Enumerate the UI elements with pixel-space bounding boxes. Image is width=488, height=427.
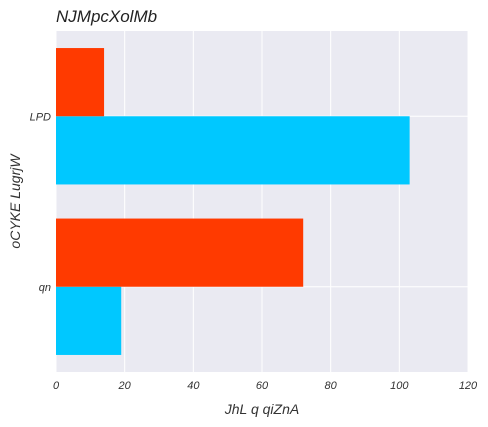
y-axis-label: oCYKE LugrjW [7,153,23,249]
bar-LPD-series-1 [56,116,410,185]
bar-qn-series-1 [56,286,122,355]
bars [56,48,410,355]
x-tick-label: 0 [53,380,60,392]
x-axis-label: JhL q qiZnA [224,401,299,417]
x-tick-label: 20 [118,380,132,392]
x-tick-label: 60 [256,380,269,392]
bar-LPD-series-2 [56,48,105,117]
x-tick-labels: 0 20 40 60 80 100 120 [53,380,478,392]
x-tick-label: 40 [187,380,200,392]
x-tick-label: 100 [390,380,409,392]
y-tick-label: qn [39,282,51,294]
x-tick-label: 120 [459,380,478,392]
y-tick-labels: qn LPD [30,111,51,294]
x-tick-label: 80 [325,380,338,392]
chart-title: NJMpcXolMb [56,7,157,26]
bar-qn-series-2 [56,218,304,287]
y-tick-label: LPD [30,111,51,123]
